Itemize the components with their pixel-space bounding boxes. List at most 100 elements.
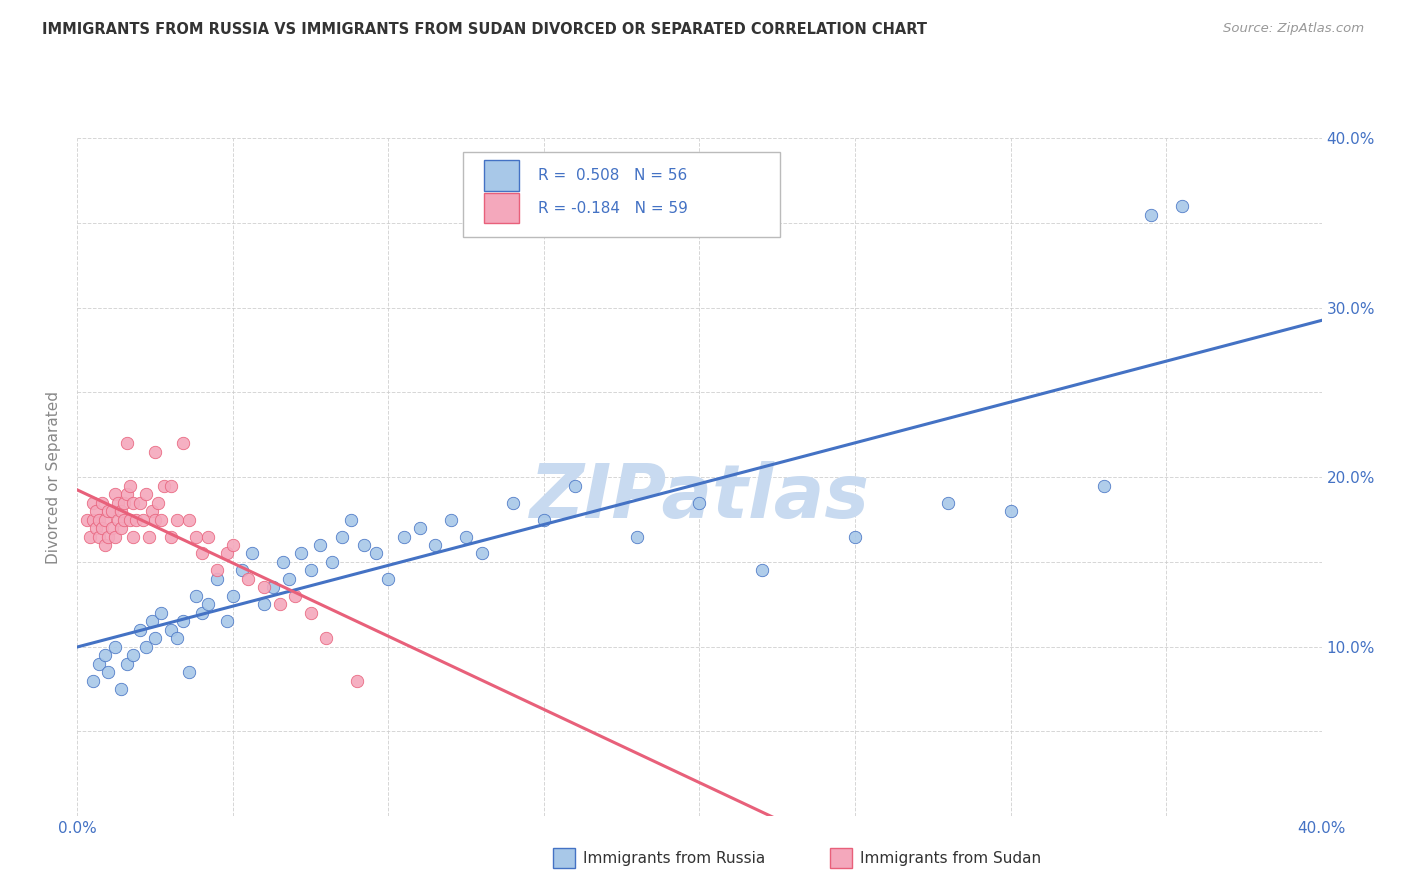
Point: [94, 538, 117, 552]
Point: [107, 513, 129, 527]
Point: [423, 538, 446, 552]
Point: [82, 673, 104, 688]
Point: [689, 496, 711, 510]
Point: [471, 546, 494, 561]
Point: [315, 632, 337, 646]
Point: [440, 513, 463, 527]
Point: [128, 623, 150, 637]
Point: [626, 530, 648, 544]
Point: [112, 496, 135, 510]
Point: [844, 530, 866, 544]
Point: [564, 479, 586, 493]
Point: [110, 521, 132, 535]
Point: [166, 513, 188, 527]
Point: [104, 487, 127, 501]
Point: [456, 530, 478, 544]
Point: [110, 681, 132, 696]
Point: [364, 546, 387, 561]
FancyBboxPatch shape: [484, 161, 519, 191]
Text: Source: ZipAtlas.com: Source: ZipAtlas.com: [1223, 22, 1364, 36]
Point: [94, 513, 117, 527]
Point: [321, 555, 343, 569]
Point: [353, 538, 375, 552]
Point: [150, 513, 173, 527]
Point: [309, 538, 332, 552]
Point: [751, 564, 773, 578]
Point: [179, 513, 201, 527]
Text: IMMIGRANTS FROM RUSSIA VS IMMIGRANTS FROM SUDAN DIVORCED OR SEPARATED CORRELATIO: IMMIGRANTS FROM RUSSIA VS IMMIGRANTS FRO…: [42, 22, 927, 37]
Point: [284, 589, 307, 603]
Point: [346, 673, 368, 688]
Point: [115, 436, 138, 450]
Point: [408, 521, 430, 535]
Point: [207, 572, 229, 586]
Point: [87, 530, 110, 544]
Point: [91, 496, 114, 510]
Text: R = -0.184   N = 59: R = -0.184 N = 59: [537, 201, 688, 216]
Point: [533, 513, 555, 527]
Point: [122, 530, 145, 544]
Point: [122, 496, 145, 510]
Point: [377, 572, 399, 586]
Text: Immigrants from Sudan: Immigrants from Sudan: [860, 851, 1042, 865]
Point: [141, 614, 163, 628]
Point: [290, 546, 312, 561]
Point: [330, 530, 353, 544]
Text: R =  0.508   N = 56: R = 0.508 N = 56: [537, 168, 688, 183]
Point: [215, 546, 238, 561]
Point: [191, 546, 214, 561]
Point: [502, 496, 524, 510]
Point: [153, 479, 176, 493]
Point: [197, 530, 219, 544]
Point: [207, 564, 229, 578]
Point: [97, 530, 120, 544]
Point: [87, 513, 110, 527]
Point: [172, 436, 194, 450]
Point: [299, 564, 322, 578]
Point: [159, 479, 181, 493]
Point: [262, 581, 284, 595]
Point: [238, 572, 260, 586]
Point: [84, 504, 107, 518]
Point: [231, 564, 253, 578]
Point: [159, 623, 181, 637]
Point: [120, 479, 142, 493]
Point: [222, 538, 245, 552]
Point: [135, 487, 157, 501]
Point: [122, 648, 145, 662]
Point: [179, 665, 201, 680]
Point: [938, 496, 960, 510]
Point: [392, 530, 415, 544]
Point: [79, 530, 101, 544]
Point: [143, 445, 166, 459]
Point: [159, 530, 181, 544]
Point: [82, 496, 104, 510]
FancyBboxPatch shape: [484, 193, 519, 223]
Point: [197, 598, 219, 612]
Point: [184, 530, 207, 544]
Point: [166, 632, 188, 646]
Point: [82, 513, 104, 527]
Point: [120, 513, 142, 527]
Point: [269, 598, 291, 612]
Point: [184, 589, 207, 603]
Point: [141, 504, 163, 518]
Point: [112, 513, 135, 527]
Point: [215, 614, 238, 628]
Point: [115, 487, 138, 501]
Point: [91, 521, 114, 535]
Text: ZIPatlas: ZIPatlas: [530, 461, 869, 534]
Point: [76, 513, 98, 527]
Point: [131, 513, 153, 527]
Y-axis label: Divorced or Separated: Divorced or Separated: [46, 391, 62, 564]
Point: [340, 513, 363, 527]
Point: [271, 555, 294, 569]
Point: [94, 648, 117, 662]
Point: [1170, 199, 1192, 213]
Point: [110, 504, 132, 518]
Point: [115, 657, 138, 671]
Point: [138, 530, 160, 544]
Point: [172, 614, 194, 628]
Point: [84, 521, 107, 535]
Point: [253, 581, 276, 595]
